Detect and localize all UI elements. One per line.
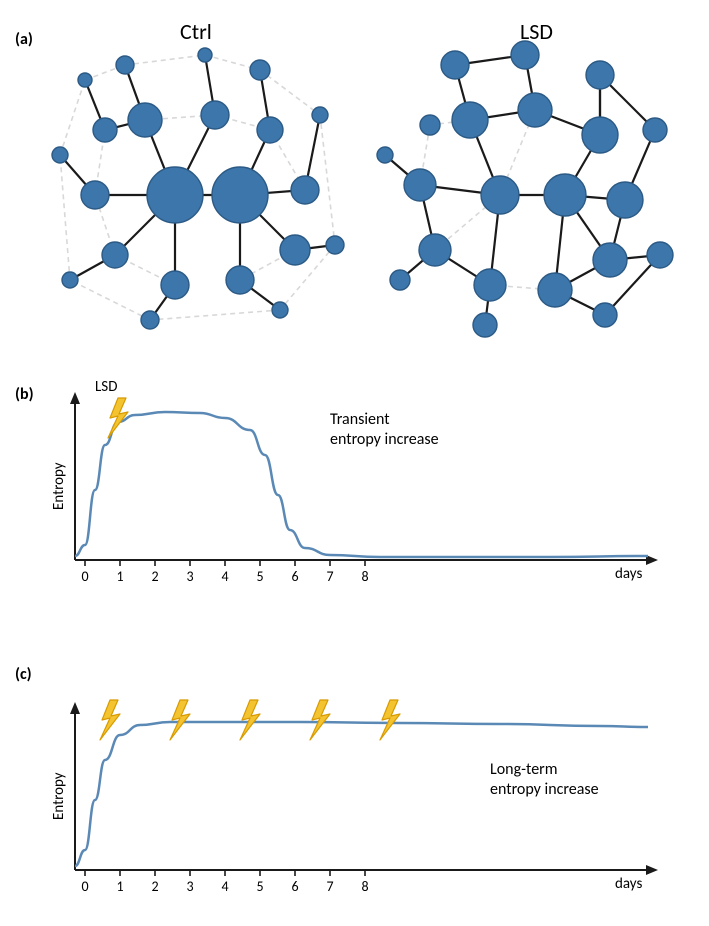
panel-c-label: (c): [15, 665, 32, 684]
tick-label: 0: [75, 878, 95, 895]
tick-label: 7: [320, 878, 340, 895]
tick-label: 1: [110, 568, 130, 585]
tick-label: 4: [215, 568, 235, 585]
tick-label: 3: [180, 568, 200, 585]
entropy-label-b: Entropy: [50, 462, 68, 510]
tick-label: 5: [250, 878, 270, 895]
tick-label: 5: [250, 568, 270, 585]
tick-label: 1: [110, 878, 130, 895]
annotation-b: Transient entropy increase: [330, 410, 439, 450]
tick-label: 2: [145, 878, 165, 895]
ctrl-title: Ctrl: [180, 18, 212, 45]
tick-label: 0: [75, 568, 95, 585]
tick-label: 4: [215, 878, 235, 895]
tick-label: 6: [285, 568, 305, 585]
panel-a-label: (a): [15, 30, 33, 49]
tick-label: 2: [145, 568, 165, 585]
entropy-label-c: Entropy: [50, 772, 68, 820]
figure-container: (a) (b) (c) Ctrl LSD LSD Entropy Entropy…: [0, 0, 709, 926]
days-label-b: days: [615, 565, 642, 583]
lsd-bolt-label: LSD: [95, 378, 117, 396]
panel-b-label: (b): [15, 385, 34, 404]
tick-label: 8: [355, 568, 375, 585]
annotation-c: Long-term entropy increase: [490, 760, 599, 800]
tick-label: 8: [355, 878, 375, 895]
days-label-c: days: [615, 875, 642, 893]
figure-svg: [0, 0, 709, 926]
lsd-title: LSD: [520, 18, 553, 45]
tick-label: 6: [285, 878, 305, 895]
tick-label: 3: [180, 878, 200, 895]
tick-label: 7: [320, 568, 340, 585]
